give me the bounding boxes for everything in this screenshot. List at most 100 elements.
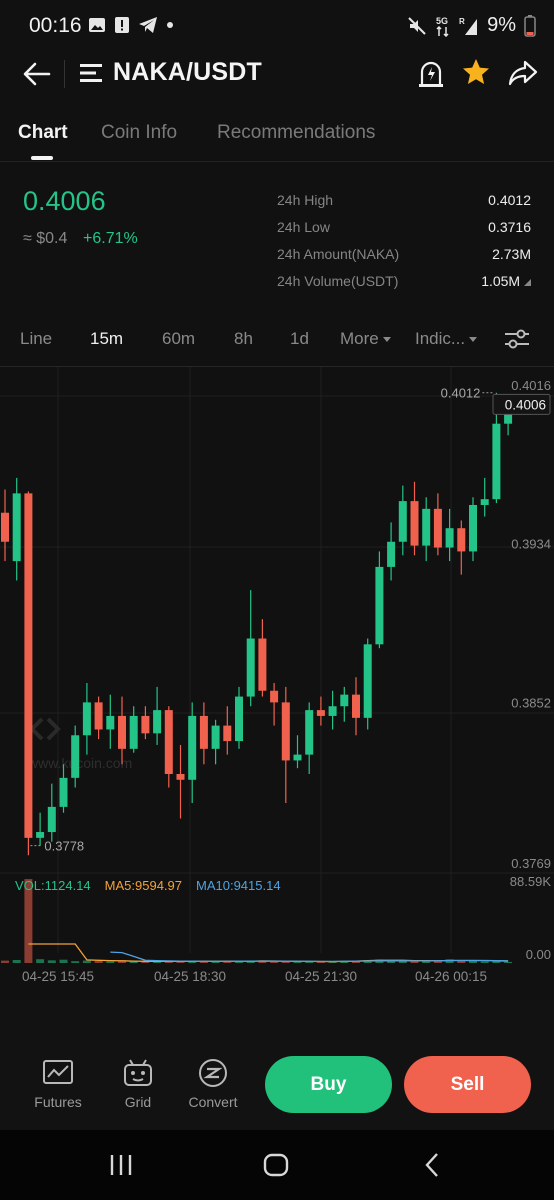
- volume-bar: [316, 961, 325, 963]
- volume-bar: [153, 961, 162, 963]
- candle-body: [328, 706, 337, 716]
- volume-bar: [211, 961, 220, 963]
- tab-recommendations[interactable]: Recommendations: [217, 122, 376, 143]
- alert-icon: [115, 17, 129, 33]
- candle-body: [410, 501, 419, 546]
- status-bar: 00:16 5G R 9%: [0, 0, 554, 52]
- menu-icon[interactable]: [80, 63, 102, 83]
- indicators-dropdown[interactable]: Indic...: [415, 329, 478, 349]
- interval-8h[interactable]: 8h: [234, 329, 253, 348]
- futures-button[interactable]: Futures: [26, 1058, 90, 1110]
- candle-body: [235, 696, 243, 742]
- pair-title[interactable]: NAKA/USDT: [113, 58, 263, 86]
- candle-body: [375, 566, 384, 645]
- time-axis-label: 04-25 21:30: [285, 969, 357, 984]
- volume-bar: [410, 961, 419, 963]
- sell-button[interactable]: Sell: [404, 1056, 531, 1113]
- volume-bar: [141, 961, 150, 963]
- futures-icon: [43, 1060, 73, 1084]
- share-icon[interactable]: [508, 58, 538, 88]
- volume-bar: [328, 961, 337, 963]
- nav-divider: [64, 60, 65, 88]
- telegram-icon: [139, 17, 157, 33]
- volume-bar: [59, 959, 68, 963]
- candle-body: [59, 777, 68, 807]
- futures-label: Futures: [34, 1094, 82, 1110]
- candle-body: [153, 710, 162, 734]
- ma10-value: MA10:9415.14: [196, 878, 281, 893]
- interval-15m[interactable]: 15m: [90, 329, 124, 348]
- gallery-icon: [89, 18, 105, 32]
- back-icon[interactable]: [420, 1152, 446, 1178]
- low-marker-label: 0.3778: [44, 839, 84, 854]
- price-change: +6.71%: [83, 230, 138, 247]
- candle-body: [94, 702, 103, 730]
- home-icon[interactable]: [263, 1152, 289, 1178]
- ma5-line: [28, 943, 509, 963]
- chart-area[interactable]: www.kucoin.com 0.4016 0.3934 0.3852 0.3769 0…: [0, 366, 554, 994]
- volume-bar: [94, 961, 103, 963]
- volume-axis-label: 0.00: [526, 947, 551, 962]
- current-price-tag: [492, 393, 551, 415]
- tab-chart[interactable]: Chart: [18, 122, 68, 143]
- volume-bar: [340, 961, 349, 963]
- stat-label: 24h Amount(NAKA): [277, 246, 400, 262]
- stat-row: 24h Low 0.3716: [277, 219, 531, 246]
- volume-bar: [118, 961, 126, 963]
- volume-bar: [82, 960, 91, 963]
- stat-value: 1.05M: [481, 273, 531, 289]
- volume-bar: [47, 960, 56, 963]
- candle-body: [293, 754, 302, 761]
- stat-row[interactable]: 24h Volume(USDT) 1.05M: [277, 273, 531, 300]
- battery-icon: [524, 14, 536, 37]
- status-left-icons: [88, 16, 174, 34]
- svg-text:R: R: [459, 17, 465, 26]
- candlestick-chart[interactable]: www.kucoin.com 0.4016 0.3934 0.3852 0.3769 0…: [0, 367, 554, 995]
- grid-button[interactable]: Grid: [106, 1058, 170, 1110]
- volume-bar: [199, 961, 208, 963]
- candle-body: [363, 644, 372, 718]
- recent-apps-icon[interactable]: [108, 1152, 134, 1178]
- buy-button[interactable]: Buy: [265, 1056, 392, 1113]
- volume-bar: [445, 959, 454, 963]
- volume-bar: [24, 879, 33, 963]
- favorite-star-icon[interactable]: [461, 57, 491, 87]
- kucoin-logo-icon: [29, 717, 61, 741]
- volume-bar: [235, 961, 243, 963]
- chart-settings-icon[interactable]: [503, 327, 531, 351]
- volume-bar: [258, 961, 267, 963]
- grid-label: Grid: [124, 1094, 152, 1110]
- stat-label: 24h High: [277, 192, 334, 208]
- status-time: 00:16: [29, 14, 82, 37]
- volume-bar: [492, 960, 501, 963]
- tab-coin-info[interactable]: Coin Info: [101, 122, 178, 143]
- stat-label: 24h Volume(USDT): [277, 273, 399, 289]
- candle-body: [141, 715, 150, 734]
- stats-panel: 24h High 0.4012 24h Low 0.3716 24h Amoun…: [277, 192, 531, 300]
- convert-button[interactable]: Convert: [181, 1058, 245, 1110]
- volume-bar: [457, 960, 466, 963]
- candle-body: [47, 806, 56, 833]
- price-alert-icon[interactable]: [417, 58, 445, 90]
- stat-row: 24h Amount(NAKA) 2.73M: [277, 246, 531, 273]
- candle-body: [199, 715, 208, 749]
- volume-bar: [129, 961, 138, 963]
- interval-more-label: More: [340, 329, 379, 348]
- interval-more[interactable]: More: [340, 329, 391, 349]
- volume-bar: [223, 961, 232, 963]
- price-axis-label: 0.3769: [511, 856, 551, 871]
- vol-value: VOL:1124.14: [15, 878, 91, 893]
- back-arrow-icon[interactable]: [22, 60, 52, 88]
- candle-body: [258, 638, 267, 691]
- tabs: Chart Coin Info Recommendations: [0, 112, 554, 162]
- candle-body: [422, 508, 431, 546]
- volume-bar: [422, 961, 431, 963]
- interval-line[interactable]: Line: [20, 329, 53, 348]
- interval-1d[interactable]: 1d: [290, 329, 309, 348]
- volume-axis-label: 88.59K: [510, 874, 552, 889]
- stat-value-text: 1.05M: [481, 273, 521, 289]
- interval-60m[interactable]: 60m: [162, 329, 196, 348]
- candle-body: [433, 508, 442, 548]
- svg-text:5G: 5G: [436, 16, 448, 26]
- stat-label: 24h Low: [277, 219, 330, 235]
